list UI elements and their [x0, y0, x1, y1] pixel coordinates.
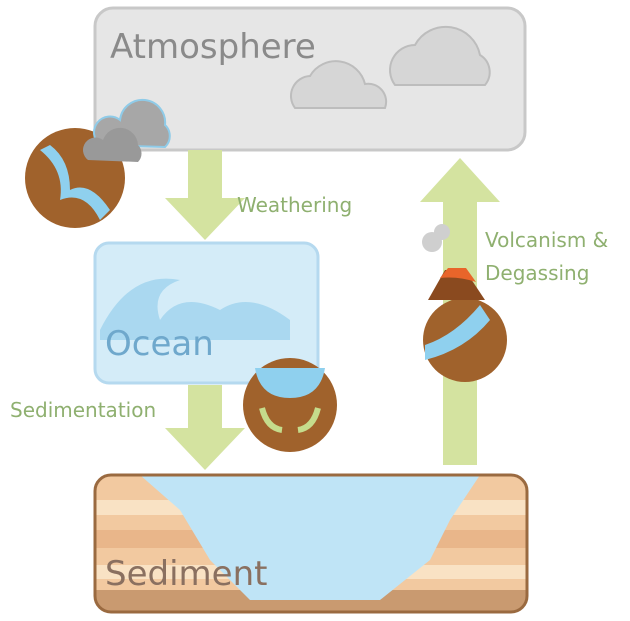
edge-label: Sedimentation [10, 398, 156, 422]
sediment-box [93, 473, 529, 614]
weathering-icon [25, 98, 171, 228]
edge-label: Volcanism & [485, 228, 608, 252]
node-label: Sediment [105, 554, 267, 594]
sediment-layers [95, 475, 527, 612]
sedimentation-icon [243, 358, 337, 452]
node-label: Ocean [105, 324, 214, 364]
edge-label: Degassing [485, 261, 589, 285]
edge-label: Weathering [237, 193, 352, 217]
volcano-icon [422, 224, 507, 382]
wave [100, 278, 290, 340]
clouds [290, 25, 491, 109]
node-label: Atmosphere [110, 27, 316, 67]
